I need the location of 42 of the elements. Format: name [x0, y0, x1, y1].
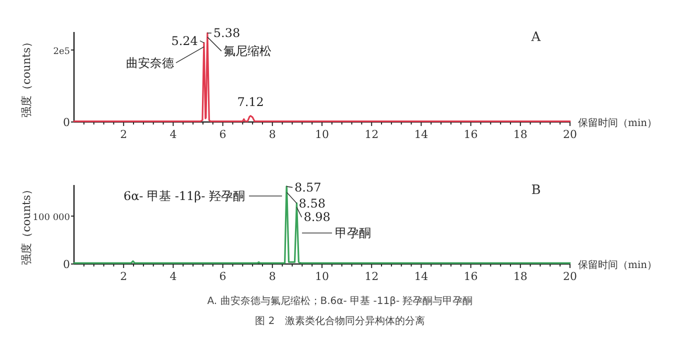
y-tick-label: 2e5	[53, 47, 70, 57]
x-axis-title: 保留时间（min）	[578, 259, 658, 271]
x-tick-label: 2	[120, 128, 128, 141]
x-tick-label: 6	[219, 270, 226, 283]
annotation: 8.98	[304, 210, 330, 224]
x-tick-label: 14	[414, 128, 428, 141]
x-tick-label: 4	[170, 270, 177, 283]
annotation: 曲安奈德	[126, 56, 174, 70]
annotation: 8.58	[298, 196, 326, 210]
x-tick-label: 12	[364, 270, 379, 283]
x-tick-label: 10	[315, 128, 329, 141]
caption: 图 2 激素类化合物同分异构体的分离	[255, 315, 425, 327]
y-axis-title: 强度（counts）	[20, 36, 33, 118]
annotation: 甲孕酮	[335, 226, 371, 240]
x-tick-label: 18	[513, 270, 528, 283]
y-tick-label: 0	[63, 258, 70, 271]
annotation: 5.24	[171, 34, 198, 48]
annotation: 6α- 甲基 -11β- 羟孕酮	[123, 189, 245, 203]
x-tick-label: 12	[364, 128, 379, 141]
x-tick-label: 20	[563, 270, 577, 283]
x-tick-label: 14	[414, 270, 428, 283]
y-axis-title: 强度（counts）	[20, 184, 33, 266]
x-axis-title: 保留时间（min）	[578, 117, 658, 129]
annotation: 7.12	[237, 94, 264, 109]
x-tick-label: 16	[464, 270, 478, 283]
x-tick-label: 10	[315, 270, 329, 283]
x-tick-label: 6	[219, 128, 226, 141]
annotation: 5.38	[213, 26, 240, 40]
chart-title: B	[531, 183, 541, 198]
x-tick-label: 20	[563, 128, 577, 141]
x-tick-label: 4	[170, 128, 177, 141]
y-tick-label: 100 000	[32, 213, 70, 224]
chart-title: A	[530, 30, 542, 45]
annotation: 氟尼缩松	[223, 44, 272, 58]
x-tick-label: 8	[268, 270, 276, 283]
x-tick-label: 18	[513, 128, 528, 141]
text: A. 曲安奈德与氟尼缩松；B.6α- 甲基 -11β- 羟孕酮与甲孕酮	[207, 295, 473, 307]
x-tick-label: 16	[464, 128, 478, 141]
x-tick-label: 8	[268, 128, 276, 141]
annotation: 8.57	[294, 180, 322, 194]
x-tick-label: 2	[120, 270, 128, 283]
y-tick-label: 0	[63, 116, 70, 129]
